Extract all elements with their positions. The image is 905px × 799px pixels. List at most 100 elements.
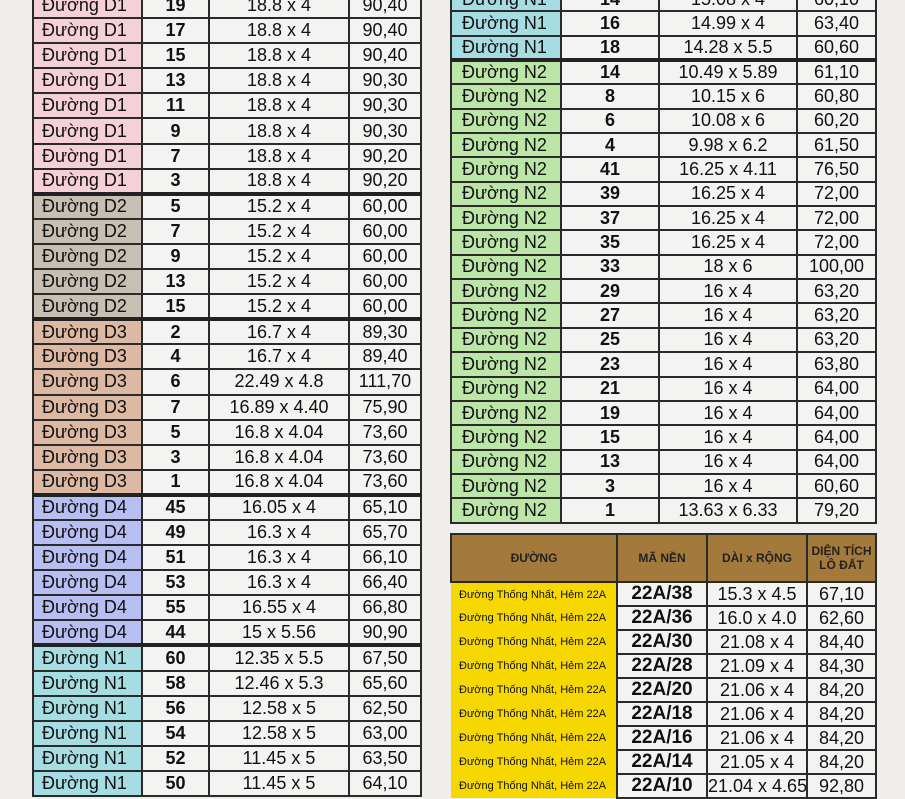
lot-code-cell: 6	[560, 107, 660, 135]
area-cell: 73,60	[348, 468, 422, 496]
area-cell: 84,30	[806, 653, 877, 679]
header-size: DÀI x RỘNG	[706, 533, 808, 583]
table-row: Đường D3 3 16.8 x 4.04 73,60	[32, 443, 422, 471]
table-row: Đường D1 13 18.8 x 4 90,30	[32, 67, 422, 95]
area-cell: 92,80	[806, 773, 877, 799]
dimensions-cell: 16 x 4	[658, 351, 798, 378]
area-cell: 73,60	[348, 418, 422, 446]
table-row: Đường N1 52 11.45 x 5 63,50	[32, 744, 422, 772]
street-cell: Đường D3	[32, 418, 143, 446]
area-cell: 63,80	[796, 351, 877, 378]
lot-code-cell: 15	[141, 42, 210, 70]
street-cell: Đường Thống Nhất, Hẻm 22A	[451, 606, 618, 630]
street-cell: Đường N1	[32, 744, 143, 772]
lot-code-cell: 45	[141, 492, 210, 521]
area-cell: 62,60	[806, 605, 877, 631]
table-row: Đường N1 16 14.99 x 4 63,40	[450, 10, 877, 37]
lot-code-cell: 4	[141, 343, 210, 371]
lot-table-hem-22a: ĐƯỜNG MÃ NỀN DÀI x RỘNG DIỆN TÍCH LÔ ĐẤT …	[450, 533, 877, 799]
dimensions-cell: 16.8 x 4.04	[208, 418, 350, 446]
lot-code-cell: 8	[560, 83, 660, 110]
area-cell: 72,00	[796, 205, 877, 232]
area-cell: 63,20	[796, 326, 877, 354]
lot-code-cell: 3	[141, 443, 210, 471]
header-area-line2: LÔ ĐẤT	[819, 558, 864, 572]
lot-code-cell: 52	[141, 744, 210, 772]
area-cell: 60,60	[796, 472, 877, 500]
dimensions-cell: 10.15 x 6	[658, 83, 798, 110]
dimensions-cell: 11.45 x 5	[208, 744, 350, 772]
table-row: Đường N2 8 10.15 x 6 60,80	[450, 83, 877, 110]
street-cell: Đường D2	[32, 217, 143, 245]
table-row: Đường N2 4 9.98 x 6.2 61,50	[450, 132, 877, 159]
table-header-row: ĐƯỜNG MÃ NỀN DÀI x RỘNG DIỆN TÍCH LÔ ĐẤT	[450, 533, 877, 583]
dimensions-cell: 16.7 x 4	[208, 317, 350, 346]
table-row: Đường D1 19 18.8 x 4 90,40	[32, 0, 422, 20]
street-cell: Đường D2	[32, 268, 143, 296]
lot-code-cell: 19	[141, 0, 210, 20]
table-row: Đường D4 45 16.05 x 4 65,10	[32, 492, 422, 521]
table-row: Đường Thống Nhất, Hẻm 22A 22A/30 21.08 x 4…	[451, 629, 877, 655]
dimensions-cell: 16 x 4	[658, 326, 798, 354]
dimensions-cell: 15.2 x 4	[208, 293, 350, 321]
area-cell: 61,50	[796, 132, 877, 159]
dimensions-cell: 21.06 x 4	[706, 677, 808, 703]
area-cell: 84,20	[806, 725, 877, 751]
lot-code-cell: 54	[141, 719, 210, 747]
street-cell: Đường N1	[450, 0, 562, 13]
lot-code-cell: 35	[560, 229, 660, 256]
lot-code-cell: 11	[141, 92, 210, 120]
area-cell: 64,00	[796, 399, 877, 427]
dimensions-cell: 16.8 x 4.04	[208, 468, 350, 496]
lot-code-cell: 33	[560, 253, 660, 281]
street-cell: Đường Thống Nhất, Hẻm 22A	[451, 726, 618, 750]
street-cell: Đường Thống Nhất, Hẻm 22A	[451, 774, 618, 798]
area-cell: 90,40	[348, 0, 422, 20]
lot-table-left-body: Đường D1 19 18.8 x 4 90,40 Đường D1 17 18.8 x …	[32, 0, 422, 798]
table-row: Đường N1 58 12.46 x 5.3 65,60	[32, 669, 422, 697]
area-cell: 60,00	[348, 217, 422, 245]
street-cell: Đường D1	[32, 42, 143, 70]
dimensions-cell: 18.8 x 4	[208, 117, 350, 145]
lot-code-cell: 22A/30	[616, 629, 708, 655]
dimensions-cell: 16 x 4	[658, 302, 798, 329]
street-cell: Đường N2	[450, 107, 562, 135]
table-row: Đường D1 15 18.8 x 4 90,40	[32, 42, 422, 70]
dimensions-cell: 16 x 4	[658, 278, 798, 305]
dimensions-cell: 18.8 x 4	[208, 17, 350, 45]
table-row: Đường N2 29 16 x 4 63,20	[450, 278, 877, 305]
dimensions-cell: 16 x 4	[658, 448, 798, 475]
table-row: Đường Thống Nhất, Hẻm 22A 22A/14 21.05 x 4…	[451, 749, 877, 775]
street-cell: Đường N2	[450, 156, 562, 183]
street-cell: Đường D3	[32, 368, 143, 396]
street-cell: Đường D3	[32, 468, 143, 496]
street-cell: Đường N2	[450, 351, 562, 378]
street-cell: Đường N2	[450, 229, 562, 256]
street-cell: Đường N2	[450, 83, 562, 110]
lot-code-cell: 1	[560, 497, 660, 524]
street-cell: Đường D1	[32, 167, 143, 195]
street-cell: Đường D1	[32, 142, 143, 170]
lot-code-cell: 9	[141, 117, 210, 145]
street-cell: Đường D3	[32, 443, 143, 471]
lot-code-cell: 14	[560, 0, 660, 13]
table-row: Đường N2 21 16 x 4 64,00	[450, 375, 877, 402]
area-cell: 72,00	[796, 180, 877, 208]
street-cell: Đường Thống Nhất, Hẻm 22A	[451, 702, 618, 726]
table-row: Đường D4 51 16.3 x 4 66,10	[32, 544, 422, 572]
dimensions-cell: 15.2 x 4	[208, 191, 350, 220]
table-row: Đường N1 54 12.58 x 5 63,00	[32, 719, 422, 747]
dimensions-cell: 16.05 x 4	[208, 492, 350, 521]
street-cell: Đường N2	[450, 399, 562, 427]
lot-code-cell: 21	[560, 375, 660, 402]
area-cell: 63,40	[796, 10, 877, 37]
table-row: Đường Thống Nhất, Hẻm 22A 22A/38 15.3 x 4.…	[451, 581, 877, 607]
street-cell: Đường Thống Nhất, Hẻm 22A	[451, 582, 618, 606]
area-cell: 90,20	[348, 142, 422, 170]
lot-code-cell: 22A/38	[616, 581, 708, 607]
lot-code-cell: 3	[560, 472, 660, 500]
lot-code-cell: 53	[141, 569, 210, 597]
area-cell: 63,20	[796, 278, 877, 305]
lot-code-cell: 15	[141, 293, 210, 321]
table-row: Đường D3 5 16.8 x 4.04 73,60	[32, 418, 422, 446]
